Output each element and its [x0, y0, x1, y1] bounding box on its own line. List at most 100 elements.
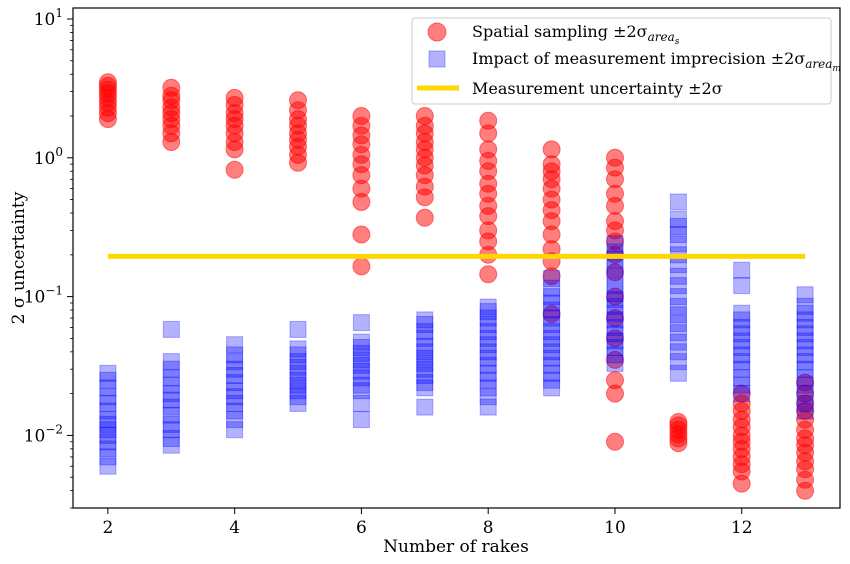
- measurement-imprecision-point: [669, 315, 687, 332]
- measurement-imprecision-point: [733, 325, 751, 343]
- measurement-imprecision-point: [479, 343, 497, 361]
- measurement-imprecision-point: [606, 235, 624, 253]
- measurement-imprecision-point: [226, 421, 244, 439]
- measurement-imprecision-point: [733, 311, 751, 329]
- measurement-imprecision-point: [479, 379, 497, 397]
- measurement-imprecision-point: [162, 421, 180, 439]
- measurement-imprecision-point: [796, 332, 814, 350]
- measurement-imprecision-point: [352, 394, 370, 412]
- measurement-imprecision-point: [606, 311, 624, 329]
- measurement-imprecision-point: [99, 421, 117, 439]
- measurement-imprecision-point: [162, 391, 180, 409]
- measurement-imprecision-point: [99, 402, 117, 420]
- x-tick-label: 10: [604, 518, 626, 538]
- measurement-imprecision-point: [352, 314, 370, 332]
- measurement-imprecision-point: [606, 325, 624, 343]
- measurement-imprecision-point: [733, 353, 751, 371]
- measurement-imprecision-point: [669, 288, 687, 306]
- legend-label-measurement-uncertainty: Measurement uncertainty ±2σ: [472, 79, 723, 98]
- measurement-imprecision-point: [669, 218, 687, 235]
- measurement-imprecision-point: [289, 358, 307, 376]
- measurement-imprecision-point: [289, 388, 307, 406]
- x-tick-label: 12: [731, 518, 753, 538]
- measurement-imprecision-point: [416, 374, 434, 392]
- measurement-imprecision-point: [479, 298, 497, 316]
- y-tick-label: 100: [34, 145, 63, 169]
- spatial-sampling-point: [225, 88, 244, 107]
- spatial-sampling-point: [606, 371, 624, 390]
- measurement-imprecision-point: [289, 320, 307, 338]
- measurement-imprecision-point: [416, 343, 434, 361]
- spatial-sampling-point: [732, 384, 751, 403]
- measurement-imprecision-point: [99, 457, 117, 475]
- measurement-imprecision-point: [543, 294, 561, 312]
- measurement-imprecision-point: [479, 303, 497, 321]
- measurement-imprecision-point: [669, 364, 687, 382]
- measurement-imprecision-point: [543, 379, 561, 397]
- measurement-imprecision-point: [606, 297, 624, 315]
- measurement-imprecision-point: [99, 448, 117, 466]
- measurement-imprecision-point: [416, 329, 434, 347]
- measurement-imprecision-point: [606, 285, 624, 303]
- measurement-imprecision-point: [543, 364, 561, 382]
- y-tick-label: 10−1: [24, 284, 63, 308]
- spatial-sampling-point: [352, 107, 371, 125]
- measurement-imprecision-point: [162, 320, 180, 338]
- measurement-imprecision-point: [669, 297, 687, 315]
- spatial-sampling-point: [352, 257, 371, 276]
- measurement-imprecision-point: [162, 406, 180, 424]
- measurement-imprecision-point: [733, 376, 751, 394]
- measurement-imprecision-point: [416, 311, 434, 329]
- series-1: [99, 193, 814, 475]
- measurement-imprecision-point: [796, 346, 814, 364]
- legend-marker-spatial-sampling: [427, 22, 447, 42]
- measurement-imprecision-point: [606, 354, 624, 372]
- measurement-imprecision-point: [416, 398, 434, 416]
- measurement-imprecision-point: [543, 356, 561, 374]
- measurement-imprecision-point: [99, 433, 117, 451]
- measurement-imprecision-point: [669, 277, 687, 295]
- measurement-imprecision-point: [289, 394, 307, 412]
- measurement-imprecision-point: [416, 360, 434, 378]
- measurement-imprecision-point: [416, 349, 434, 367]
- spatial-sampling-point: [415, 208, 434, 227]
- measurement-imprecision-point: [606, 304, 624, 322]
- measurement-imprecision-point: [289, 340, 307, 358]
- measurement-imprecision-point: [796, 369, 814, 387]
- legend-label-spatial-sampling: Spatial sampling ±2σareas: [472, 22, 680, 47]
- measurement-imprecision-point: [733, 332, 751, 350]
- measurement-imprecision-point: [733, 318, 751, 336]
- spatial-sampling-point: [98, 73, 117, 92]
- spatial-sampling-point: [606, 309, 624, 328]
- measurement-imprecision-point: [289, 353, 307, 371]
- measurement-imprecision-point: [796, 339, 814, 356]
- spatial-sampling-point: [542, 305, 561, 323]
- measurement-imprecision-point: [479, 364, 497, 382]
- measurement-imprecision-point: [226, 411, 244, 429]
- measurement-imprecision-point: [543, 329, 561, 347]
- measurement-imprecision-point: [669, 226, 687, 243]
- measurement-imprecision-point: [733, 360, 751, 378]
- measurement-imprecision-point: [606, 291, 624, 309]
- measurement-imprecision-point: [226, 360, 244, 378]
- legend-box: [411, 17, 832, 105]
- spatial-sampling-point: [479, 140, 498, 159]
- plot-frame: [72, 7, 841, 509]
- measurement-imprecision-point: [479, 336, 497, 354]
- measurement-imprecision-point: [352, 376, 370, 394]
- measurement-imprecision-point: [99, 440, 117, 458]
- y-tick-label: 101: [34, 6, 63, 30]
- spatial-sampling-point: [669, 413, 688, 431]
- axis-layer: 2 4 6 8 10 12 10−2 10−1 100 101: [24, 6, 753, 538]
- measurement-imprecision-point: [162, 430, 180, 447]
- spatial-sampling-point: [606, 212, 624, 231]
- spatial-sampling-point: [479, 265, 498, 284]
- measurement-imprecision-point: [796, 376, 814, 394]
- measurement-imprecision-point: [99, 411, 117, 429]
- measurement-imprecision-point: [796, 304, 814, 322]
- measurement-imprecision-point: [543, 336, 561, 354]
- measurement-imprecision-point: [606, 267, 624, 285]
- measurement-imprecision-point: [289, 346, 307, 364]
- measurement-imprecision-point: [543, 288, 561, 306]
- measurement-imprecision-point: [352, 362, 370, 380]
